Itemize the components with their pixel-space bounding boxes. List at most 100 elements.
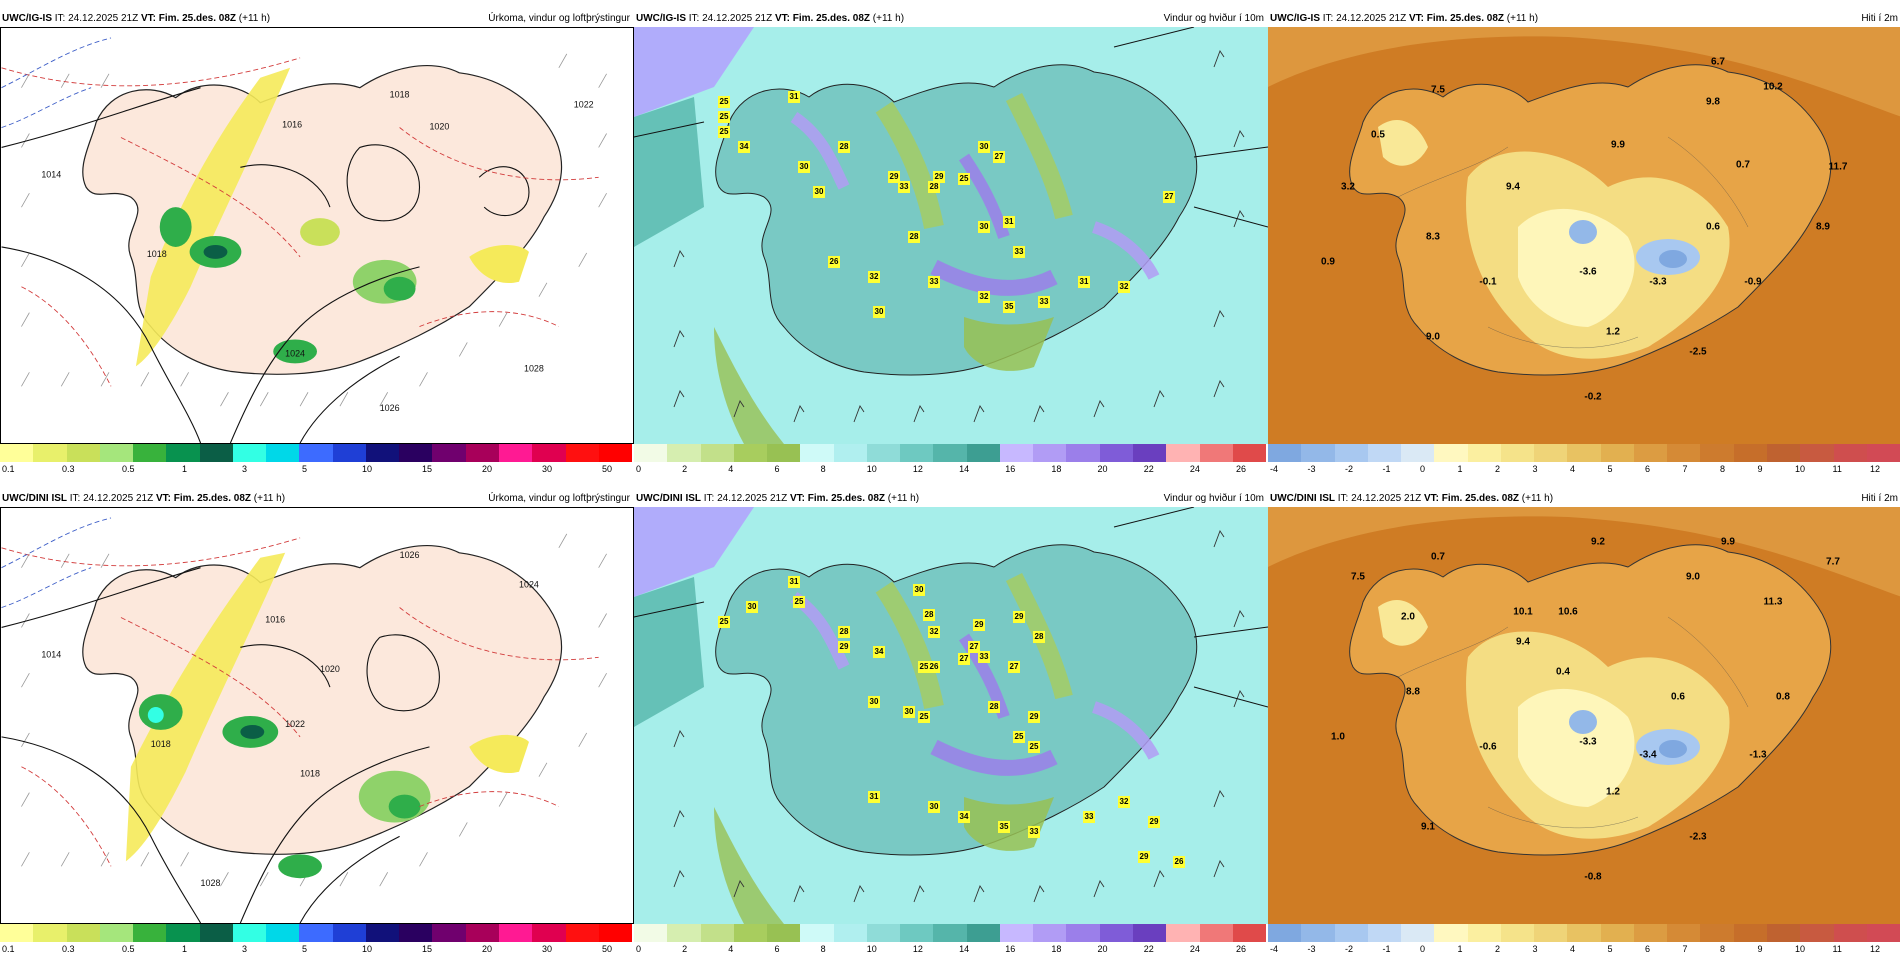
colorbar-cell [1334, 444, 1368, 462]
temperature-value-label: 7.5 [1431, 84, 1445, 96]
gust-value-label: 29 [973, 619, 985, 631]
precip-fill [125, 552, 529, 879]
temperature-value-label: 9.9 [1611, 139, 1625, 151]
colorbar-cell [166, 924, 200, 942]
colorbar-tick-label: 18 [1051, 944, 1062, 954]
colorbar-tick-label: 8 [1720, 944, 1726, 954]
colorbar-tick-label: 26 [1236, 464, 1247, 474]
colorbar-cell [1099, 444, 1133, 462]
colorbar-tick-label: 15 [422, 464, 433, 474]
temperature-value-label: 6.7 [1711, 56, 1725, 68]
colorbar-tick-label: 9 [1757, 944, 1763, 954]
colorbar-tick-label: 2 [1495, 944, 1501, 954]
colorbar-cells [1268, 444, 1900, 462]
temperature-value-label: 9.0 [1686, 571, 1700, 583]
colorbar-tick-label: 0.1 [2, 464, 15, 474]
colorbar-tick-label: 5 [302, 464, 308, 474]
temp-panel-ig-is: UWC/IG-IS IT: 24.12.2025 21Z VT: Fim. 25… [1268, 10, 1900, 475]
colorbar-tick-label: 10 [1795, 944, 1806, 954]
isobar-label: 1024 [519, 580, 539, 590]
temperature-value-label: 0.6 [1706, 221, 1720, 233]
colorbar-tick-label: 0.3 [62, 944, 75, 954]
colorbar-tick-label: 7 [1682, 464, 1688, 474]
colorbar-cell [399, 444, 433, 462]
colorbar-cell [1667, 924, 1701, 942]
temperature-value-label: 1.2 [1606, 326, 1620, 338]
temperature-value-label: 7.7 [1826, 556, 1840, 568]
temp-contours [1397, 616, 1749, 829]
isobar-label: 1024 [285, 348, 305, 358]
colorbar-ticks: 0.1 0.3 0.5 1 3 5 10 15 20 30 50 [0, 944, 634, 955]
colorbar-tick-label: 5 [1607, 464, 1613, 474]
colorbar-cells [634, 924, 1267, 942]
colorbar-tick-label: -2 [1345, 944, 1354, 954]
colorbar-cell [465, 444, 499, 462]
gust-value-label: 34 [738, 141, 750, 153]
colorbar-tick-label: 14 [959, 464, 970, 474]
gust-value-label: 28 [928, 181, 940, 193]
colorbar-tick-label: 18 [1051, 464, 1062, 474]
colorbar-tick-label: 1 [182, 464, 188, 474]
colorbar-tick-label: -3 [1307, 944, 1316, 954]
colorbar-cell [1099, 924, 1133, 942]
gust-value-label: 25 [718, 616, 730, 628]
gust-value-label: 32 [978, 291, 990, 303]
colorbar-tick-label: 50 [602, 944, 613, 954]
temperature-value-label: 1.0 [1331, 731, 1345, 743]
colorbar-cell [299, 444, 333, 462]
isobar-label: 1026 [380, 403, 400, 413]
valid-time: Fim. 25.des. 08Z [1441, 493, 1520, 504]
colorbar-cell [1066, 444, 1100, 462]
precip-map: 1016 1018 1020 1022 1024 1026 1028 1014 … [0, 507, 634, 924]
temperature-value-label: 3.2 [1341, 181, 1355, 193]
panel-title: UWC/DINI ISL IT: 24.12.2025 21Z VT: Fim.… [634, 490, 1268, 507]
colorbar-tick-label: 14 [959, 944, 970, 954]
colorbar-cell [1467, 924, 1501, 942]
colorbar-cells [0, 444, 633, 462]
colorbar-cell [1833, 924, 1867, 942]
temperature-value-label: 0.6 [1671, 691, 1685, 703]
colorbar-tick-label: 3 [1532, 464, 1538, 474]
gust-value-label: 30 [873, 306, 885, 318]
isobar-label: 1026 [400, 550, 420, 560]
colorbar-cell [1866, 924, 1900, 942]
colorbar-cell [1766, 444, 1801, 462]
colorbar-cell [432, 444, 466, 462]
colorbar-cell [733, 444, 768, 462]
colorbar-cell [1232, 444, 1267, 462]
colorbar-tick-label: 8 [820, 944, 826, 954]
colorbar-cell [1166, 444, 1200, 462]
colorbar-cell [1199, 444, 1233, 462]
gust-value-label: 25 [718, 111, 730, 123]
colorbar-cell [900, 444, 934, 462]
gust-value-label: 28 [923, 609, 935, 621]
gust-value-label: 28 [908, 231, 920, 243]
gust-value-label: 27 [958, 653, 970, 665]
isobars [1, 567, 440, 923]
temperature-value-label: 11.7 [1828, 161, 1848, 173]
colorbar-cell [232, 924, 267, 942]
colorbar-tick-label: 20 [1097, 944, 1108, 954]
iceland-outline [82, 545, 563, 855]
colorbar-tick-label: 4 [728, 464, 734, 474]
colorbar-tick-label: 1 [182, 944, 188, 954]
temperature-value-label: 10.2 [1763, 81, 1783, 93]
precip-map: 1016 1018 1020 1022 1024 1026 1028 1014 … [0, 27, 634, 444]
gust-value-label: 25 [918, 711, 930, 723]
colorbar-tick-label: 30 [542, 944, 553, 954]
colorbar-cell [1268, 924, 1302, 942]
colorbar-tick-label: 10 [1795, 464, 1806, 474]
temp-colorbar: -4 -3 -2 -1 0 1 2 3 4 5 6 7 8 9 10 11 12 [1268, 444, 1900, 475]
colorbar-tick-label: 3 [242, 944, 248, 954]
model-name: UWC/IG-IS [2, 13, 52, 24]
colorbar-tick-label: 0 [1420, 944, 1426, 954]
wind-colorbar: 0 2 4 6 8 10 12 14 16 18 20 22 24 26 [634, 444, 1268, 475]
colorbar-tick-label: 0 [1420, 464, 1426, 474]
colorbar-tick-label: 6 [774, 464, 780, 474]
colorbar-tick-label: 6 [1645, 944, 1651, 954]
init-time: IT: 24.12.2025 21Z [688, 13, 773, 24]
colorbar-tick-label: -1 [1382, 464, 1391, 474]
precip-colorbar: 0.1 0.3 0.5 1 3 5 10 15 20 30 50 [0, 444, 634, 475]
panel-title: UWC/DINI ISL IT: 24.12.2025 21Z VT: Fim.… [0, 490, 634, 507]
temperature-value-label: 10.1 [1513, 606, 1533, 618]
